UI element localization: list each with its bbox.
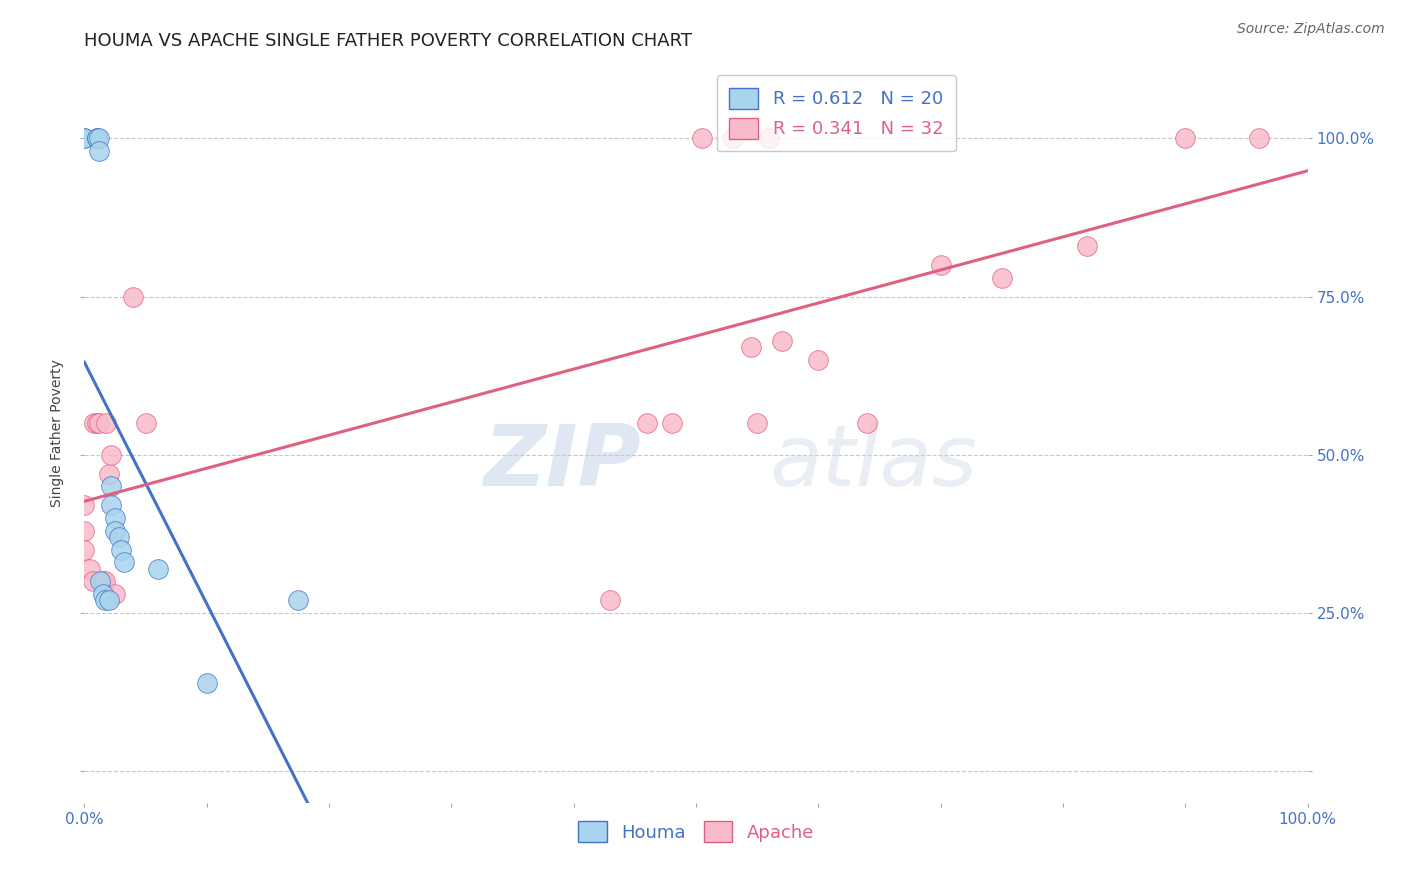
Text: atlas: atlas <box>769 421 977 504</box>
Point <box>856 416 879 430</box>
Point <box>758 131 780 145</box>
Point <box>135 416 157 430</box>
Point <box>661 416 683 430</box>
Point <box>79 562 101 576</box>
Point <box>636 416 658 430</box>
Y-axis label: Single Father Poverty: Single Father Poverty <box>51 359 65 507</box>
Point <box>73 524 96 538</box>
Point <box>1174 131 1197 145</box>
Point <box>599 593 621 607</box>
Point <box>94 593 117 607</box>
Point <box>721 131 744 145</box>
Point <box>122 289 145 303</box>
Point <box>86 416 108 430</box>
Point <box>91 574 114 589</box>
Point <box>97 593 120 607</box>
Point <box>83 416 105 430</box>
Point <box>86 131 108 145</box>
Point <box>807 352 830 367</box>
Point <box>82 574 104 589</box>
Point <box>96 416 118 430</box>
Legend: Houma, Apache: Houma, Apache <box>571 814 821 849</box>
Point <box>104 524 127 538</box>
Point <box>740 340 762 354</box>
Point <box>100 448 122 462</box>
Text: ZIP: ZIP <box>484 421 641 504</box>
Point <box>112 555 135 569</box>
Point <box>100 479 122 493</box>
Point <box>991 270 1014 285</box>
Point <box>1247 131 1270 145</box>
Point <box>747 416 769 430</box>
Point <box>94 574 117 589</box>
Point <box>110 542 132 557</box>
Point <box>97 467 120 481</box>
Point <box>73 499 96 513</box>
Point <box>73 131 96 145</box>
Point <box>104 587 127 601</box>
Point <box>87 416 110 430</box>
Point <box>87 144 110 158</box>
Point <box>73 131 96 145</box>
Point <box>929 258 952 272</box>
Point <box>195 675 218 690</box>
Text: HOUMA VS APACHE SINGLE FATHER POVERTY CORRELATION CHART: HOUMA VS APACHE SINGLE FATHER POVERTY CO… <box>84 32 692 50</box>
Point <box>690 131 713 145</box>
Point <box>91 587 114 601</box>
Point <box>73 542 96 557</box>
Point <box>87 131 110 145</box>
Point <box>770 334 793 348</box>
Text: Source: ZipAtlas.com: Source: ZipAtlas.com <box>1237 22 1385 37</box>
Point <box>146 562 169 576</box>
Point <box>86 131 108 145</box>
Point <box>1076 239 1098 253</box>
Point <box>89 574 111 589</box>
Point <box>287 593 309 607</box>
Point <box>107 530 129 544</box>
Point <box>100 499 122 513</box>
Point <box>104 511 127 525</box>
